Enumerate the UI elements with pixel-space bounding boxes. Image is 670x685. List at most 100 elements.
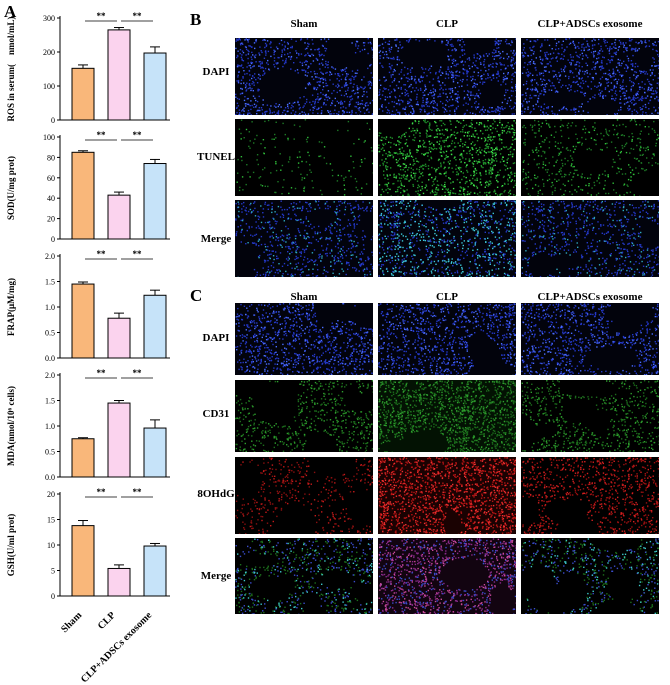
cell-signal: [260, 143, 261, 144]
cell-signal: [276, 234, 277, 235]
y-tick-label: 0.0: [45, 473, 55, 482]
cell-signal: [350, 251, 351, 252]
cell-signal: [463, 233, 464, 234]
cell-signal: [500, 69, 501, 70]
cell-signal: [484, 192, 485, 193]
cell-signal: [260, 67, 261, 68]
cell-signal: [482, 167, 483, 168]
cell-signal: [336, 223, 337, 224]
cell-signal: [581, 50, 582, 51]
cell-signal: [489, 173, 490, 174]
cell-signal: [487, 55, 488, 56]
cell-signal: [273, 237, 274, 238]
cell-signal: [555, 91, 556, 92]
cell-signal: [614, 79, 615, 80]
cell-signal: [429, 112, 430, 113]
cell-signal: [344, 95, 345, 96]
cell-signal: [503, 81, 504, 82]
cell-signal: [316, 98, 317, 99]
cell-signal: [465, 211, 466, 212]
cell-signal: [445, 71, 446, 72]
cell-signal: [300, 274, 301, 275]
cell-signal: [615, 114, 616, 115]
cell-signal: [265, 260, 266, 261]
cell-signal: [277, 68, 278, 69]
cell-signal: [511, 95, 512, 96]
cell-signal: [635, 103, 636, 104]
cell-signal: [372, 236, 373, 237]
cell-signal: [588, 185, 589, 186]
cell-signal: [345, 177, 346, 178]
cell-signal: [514, 102, 515, 103]
cell-signal: [243, 108, 244, 109]
cell-signal: [387, 166, 388, 167]
cell-signal: [463, 150, 464, 151]
cell-signal: [368, 38, 369, 39]
cell-signal: [257, 82, 258, 83]
cell-signal: [514, 180, 515, 181]
cell-signal: [550, 53, 551, 54]
cell-signal: [455, 169, 456, 170]
cell-signal: [608, 174, 609, 175]
cell-signal: [620, 96, 621, 97]
cell-signal: [418, 190, 419, 191]
cell-signal: [273, 64, 274, 65]
cell-signal: [389, 246, 390, 247]
cell-signal: [317, 82, 318, 83]
cell-signal: [367, 53, 368, 54]
cell-signal: [557, 78, 558, 79]
cell-signal: [490, 129, 491, 130]
cell-signal: [397, 59, 398, 60]
cell-signal: [549, 162, 550, 163]
cell-signal: [350, 156, 351, 157]
cell-signal: [620, 65, 621, 66]
cell-signal: [441, 41, 442, 42]
cell-signal: [631, 89, 632, 90]
cell-signal: [483, 106, 484, 107]
cell-signal: [466, 153, 467, 154]
cell-signal: [540, 50, 541, 51]
cell-signal: [509, 126, 510, 127]
cell-signal: [348, 170, 349, 171]
cell-signal: [434, 148, 435, 149]
cell-signal: [274, 105, 275, 106]
cell-signal: [635, 78, 636, 79]
cell-signal: [341, 268, 342, 269]
cell-signal: [507, 131, 508, 132]
cell-signal: [653, 121, 654, 122]
cell-signal: [361, 193, 362, 194]
cell-signal: [352, 76, 353, 77]
cell-signal: [566, 46, 567, 47]
cell-signal: [384, 178, 385, 179]
cell-signal: [585, 128, 586, 129]
cell-signal: [463, 120, 464, 121]
cell-signal: [557, 148, 558, 149]
cell-signal: [477, 193, 478, 194]
cell-signal: [336, 231, 337, 232]
cell-signal: [423, 146, 424, 147]
cell-signal: [395, 96, 396, 97]
cell-signal: [609, 62, 610, 63]
cell-signal: [349, 265, 350, 266]
cell-signal: [268, 266, 269, 267]
cell-signal: [456, 107, 457, 108]
cell-signal: [341, 248, 342, 249]
cell-signal: [366, 208, 367, 209]
cell-signal: [613, 159, 614, 160]
cell-signal: [488, 65, 489, 66]
cell-signal: [535, 67, 536, 68]
cell-signal: [460, 123, 461, 124]
cell-signal: [323, 273, 324, 274]
cell-signal: [452, 91, 453, 92]
cell-signal: [264, 121, 265, 122]
cell-signal: [305, 202, 306, 203]
cell-signal: [329, 230, 330, 231]
cell-signal: [314, 108, 315, 109]
cell-signal: [649, 90, 650, 91]
cell-signal: [288, 248, 289, 249]
cell-signal: [511, 262, 512, 263]
cell-signal: [439, 143, 440, 144]
cell-signal: [481, 78, 482, 79]
cell-signal: [268, 51, 269, 52]
cell-signal: [590, 149, 591, 150]
